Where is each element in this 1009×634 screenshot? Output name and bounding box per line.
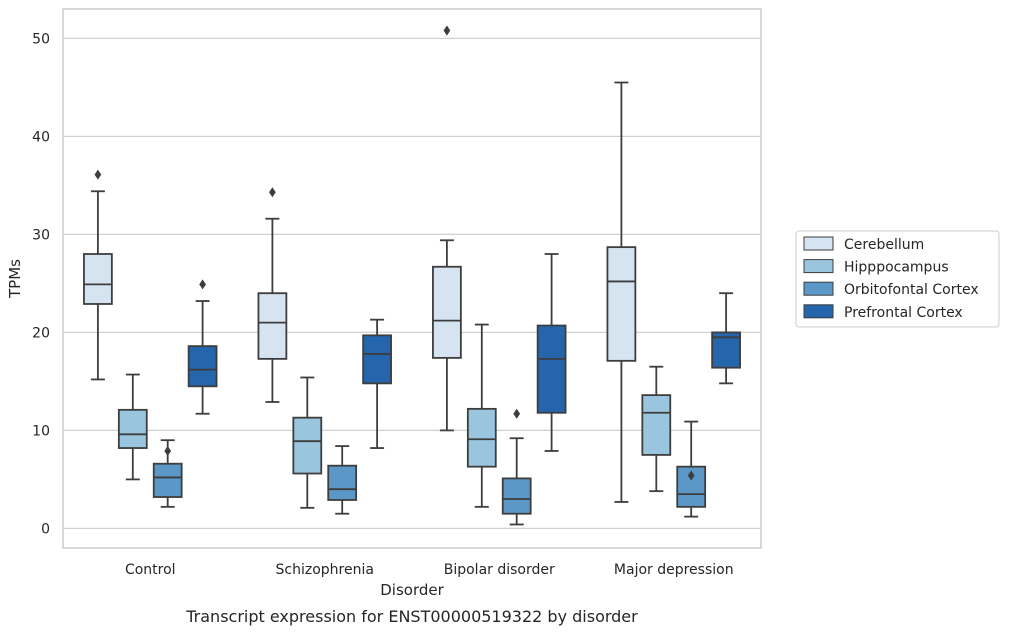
- box-1-2: [466, 323, 497, 508]
- box-body: [117, 408, 148, 449]
- box-0-0: [83, 169, 113, 381]
- gridlines: [63, 37, 761, 530]
- outlier-marker: [199, 279, 206, 290]
- legend-item-label: Orbitofontal Cortex: [844, 282, 979, 298]
- box-body: [501, 477, 532, 515]
- box-1-0: [117, 373, 148, 481]
- plot-frame: [62, 8, 762, 549]
- box-body: [152, 462, 183, 498]
- y-tick-label: 30: [32, 227, 50, 243]
- box-body: [362, 334, 392, 385]
- x-tick-label: Control: [125, 562, 176, 578]
- box-body: [327, 464, 358, 501]
- legend-swatch: [803, 259, 834, 274]
- box-0-3: [606, 81, 637, 503]
- outlier-marker: [164, 445, 172, 457]
- box-3-1: [362, 318, 392, 449]
- legend-swatch: [803, 281, 834, 296]
- legend-frame: [795, 230, 1000, 328]
- chart-caption: Transcript expression for ENST0000051932…: [185, 607, 638, 626]
- box-body: [711, 331, 741, 369]
- y-tick-label: 0: [41, 521, 50, 537]
- box-3-0: [187, 279, 218, 415]
- legend-swatch: [803, 304, 834, 319]
- x-tick-label: Schizophrenia: [276, 562, 374, 578]
- box-2-1: [327, 445, 358, 515]
- box-body: [606, 246, 637, 362]
- y-axis-label: TPMs: [6, 259, 24, 299]
- y-tick-label: 20: [32, 325, 50, 341]
- box-3-3: [711, 292, 741, 385]
- box-body: [536, 324, 567, 414]
- box-0-1: [257, 187, 288, 403]
- y-tick-labels: 0 10 20 30 40 50: [32, 31, 50, 537]
- x-axis-label: Disorder: [380, 581, 444, 599]
- y-tick-label: 10: [32, 423, 50, 439]
- outlier-marker: [443, 25, 451, 36]
- box-body: [641, 394, 672, 456]
- box-0-2: [432, 25, 462, 432]
- box-1-1: [292, 376, 323, 509]
- box-body: [83, 253, 113, 305]
- box-body: [292, 416, 323, 475]
- outlier-marker: [513, 408, 521, 419]
- y-tick-label: 50: [32, 31, 50, 47]
- outlier-marker: [687, 470, 695, 481]
- x-tick-label: Major depression: [614, 562, 734, 578]
- x-tick-labels: Control Schizophrenia Bipolar disorder Majo…: [125, 562, 734, 578]
- legend-item-label: Hipppocampus: [844, 260, 949, 276]
- boxes: [83, 25, 741, 526]
- box-1-3: [641, 365, 672, 493]
- legend-swatch: [803, 236, 834, 251]
- box-body: [187, 345, 218, 388]
- box-body: [257, 292, 288, 360]
- box-body: [432, 265, 462, 359]
- box-2-0: [152, 439, 183, 508]
- box-3-2: [536, 253, 567, 452]
- x-tick-label: Bipolar disorder: [444, 562, 555, 578]
- legend-item-label: Prefrontal Cortex: [844, 305, 963, 321]
- outlier-marker: [269, 187, 276, 198]
- box-2-3: [676, 420, 707, 518]
- box-2-2: [501, 408, 532, 526]
- box-body: [466, 407, 497, 468]
- y-tick-label: 40: [32, 129, 50, 145]
- legend: Cerebellum Hipppocampus Orbitofontal Corte…: [795, 230, 1000, 328]
- legend-item-label: Cerebellum: [844, 237, 924, 253]
- outlier-marker: [94, 169, 102, 180]
